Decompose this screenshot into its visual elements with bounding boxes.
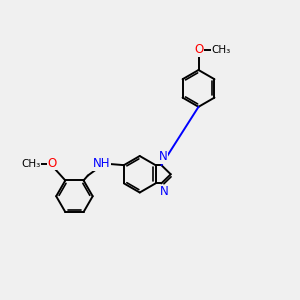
Text: CH₃: CH₃ bbox=[22, 160, 41, 170]
Text: N: N bbox=[159, 150, 168, 164]
Text: NH: NH bbox=[92, 157, 110, 170]
Text: O: O bbox=[47, 157, 56, 170]
Text: O: O bbox=[194, 44, 203, 56]
Text: N: N bbox=[160, 185, 169, 198]
Text: CH₃: CH₃ bbox=[212, 45, 231, 55]
